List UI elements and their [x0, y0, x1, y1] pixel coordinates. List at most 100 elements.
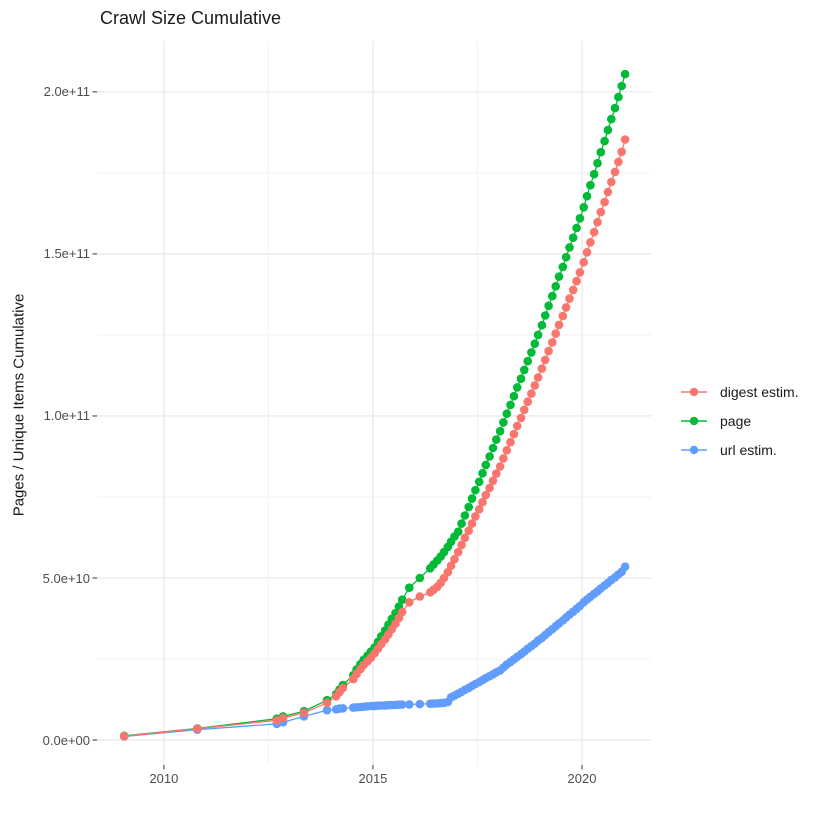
data-point — [474, 477, 484, 487]
data-point — [520, 405, 529, 415]
data-point — [558, 311, 568, 321]
data-point — [397, 700, 407, 709]
data-point — [600, 136, 609, 146]
data-point — [481, 490, 491, 500]
data-point — [506, 400, 515, 410]
data-point — [572, 223, 581, 233]
data-point — [617, 147, 626, 157]
data-point — [405, 598, 414, 607]
legend-key-dot — [689, 445, 699, 455]
legend-key-dot — [689, 416, 699, 426]
data-point — [607, 177, 616, 187]
y-axis-title: Pages / Unique Items Cumulative — [10, 293, 28, 517]
data-point — [620, 135, 630, 144]
legend-label: digest estim. — [720, 384, 799, 400]
data-point — [499, 418, 508, 427]
data-point — [474, 505, 484, 514]
legend-label: url estim. — [720, 442, 777, 458]
data-point — [548, 291, 557, 301]
data-point — [485, 452, 494, 461]
data-point — [471, 512, 480, 521]
data-point — [600, 197, 609, 207]
legend-key-url-icon — [681, 445, 707, 455]
data-point — [512, 383, 522, 392]
data-point — [488, 476, 498, 486]
data-point — [572, 276, 581, 286]
data-point — [548, 338, 557, 347]
y-tick-label: 2.0e+11 — [43, 84, 90, 100]
data-point — [299, 708, 309, 718]
data-point — [322, 705, 332, 715]
data-point — [620, 69, 630, 79]
data-point — [467, 519, 477, 528]
data-point — [516, 413, 526, 423]
data-point — [533, 373, 543, 382]
data-point — [467, 494, 477, 503]
data-point — [495, 426, 505, 436]
data-point — [554, 320, 564, 330]
legend-label: page — [720, 413, 752, 429]
data-point — [561, 252, 571, 262]
legend-item-page: page — [679, 413, 799, 429]
data-point — [492, 469, 501, 478]
legend: digest estim. page url estim. — [679, 384, 799, 471]
data-point — [568, 285, 578, 295]
data-point — [575, 268, 585, 277]
data-point — [603, 125, 613, 135]
data-point — [610, 103, 620, 113]
data-point — [586, 238, 595, 247]
data-point — [565, 294, 574, 303]
data-point — [492, 435, 501, 444]
data-point — [485, 483, 494, 493]
data-point — [596, 207, 606, 217]
data-point — [593, 217, 602, 227]
data-point — [453, 547, 463, 557]
data-point — [554, 272, 564, 281]
data-point — [565, 243, 574, 252]
data-point — [596, 147, 606, 157]
data-point — [457, 540, 466, 550]
data-point — [499, 454, 508, 463]
data-point — [527, 348, 536, 357]
data-point — [575, 214, 585, 223]
data-point — [593, 158, 602, 168]
data-point — [586, 180, 595, 190]
data-point — [520, 365, 529, 375]
data-point — [338, 704, 348, 713]
y-tick-label: 1.5e+11 — [43, 246, 90, 262]
data-point — [405, 583, 414, 592]
data-point — [502, 409, 512, 419]
data-point — [537, 320, 547, 330]
data-point — [540, 355, 550, 365]
data-point — [530, 381, 540, 390]
data-point — [516, 374, 526, 384]
data-point — [478, 469, 487, 478]
data-point — [509, 429, 519, 439]
data-point — [478, 497, 487, 507]
legend-item-url: url estim. — [679, 442, 799, 458]
data-point — [464, 502, 474, 512]
legend-item-digest: digest estim. — [679, 384, 799, 400]
data-point — [582, 248, 592, 257]
data-point — [617, 81, 626, 91]
x-tick-label: 2020 — [567, 771, 597, 786]
data-point — [415, 573, 425, 583]
data-point — [610, 167, 620, 177]
data-point — [540, 311, 550, 320]
data-point — [415, 592, 425, 601]
data-point — [460, 533, 470, 543]
data-point — [471, 485, 480, 495]
data-point — [579, 258, 588, 267]
data-point — [512, 421, 522, 431]
data-point — [607, 114, 616, 124]
data-point — [453, 527, 463, 536]
data-point — [397, 595, 407, 604]
data-point — [614, 92, 623, 102]
x-tick-label: 2015 — [358, 771, 388, 786]
data-point — [443, 567, 453, 577]
data-point — [620, 562, 630, 571]
data-point — [457, 519, 466, 528]
data-point — [481, 460, 491, 470]
data-point — [582, 191, 592, 201]
